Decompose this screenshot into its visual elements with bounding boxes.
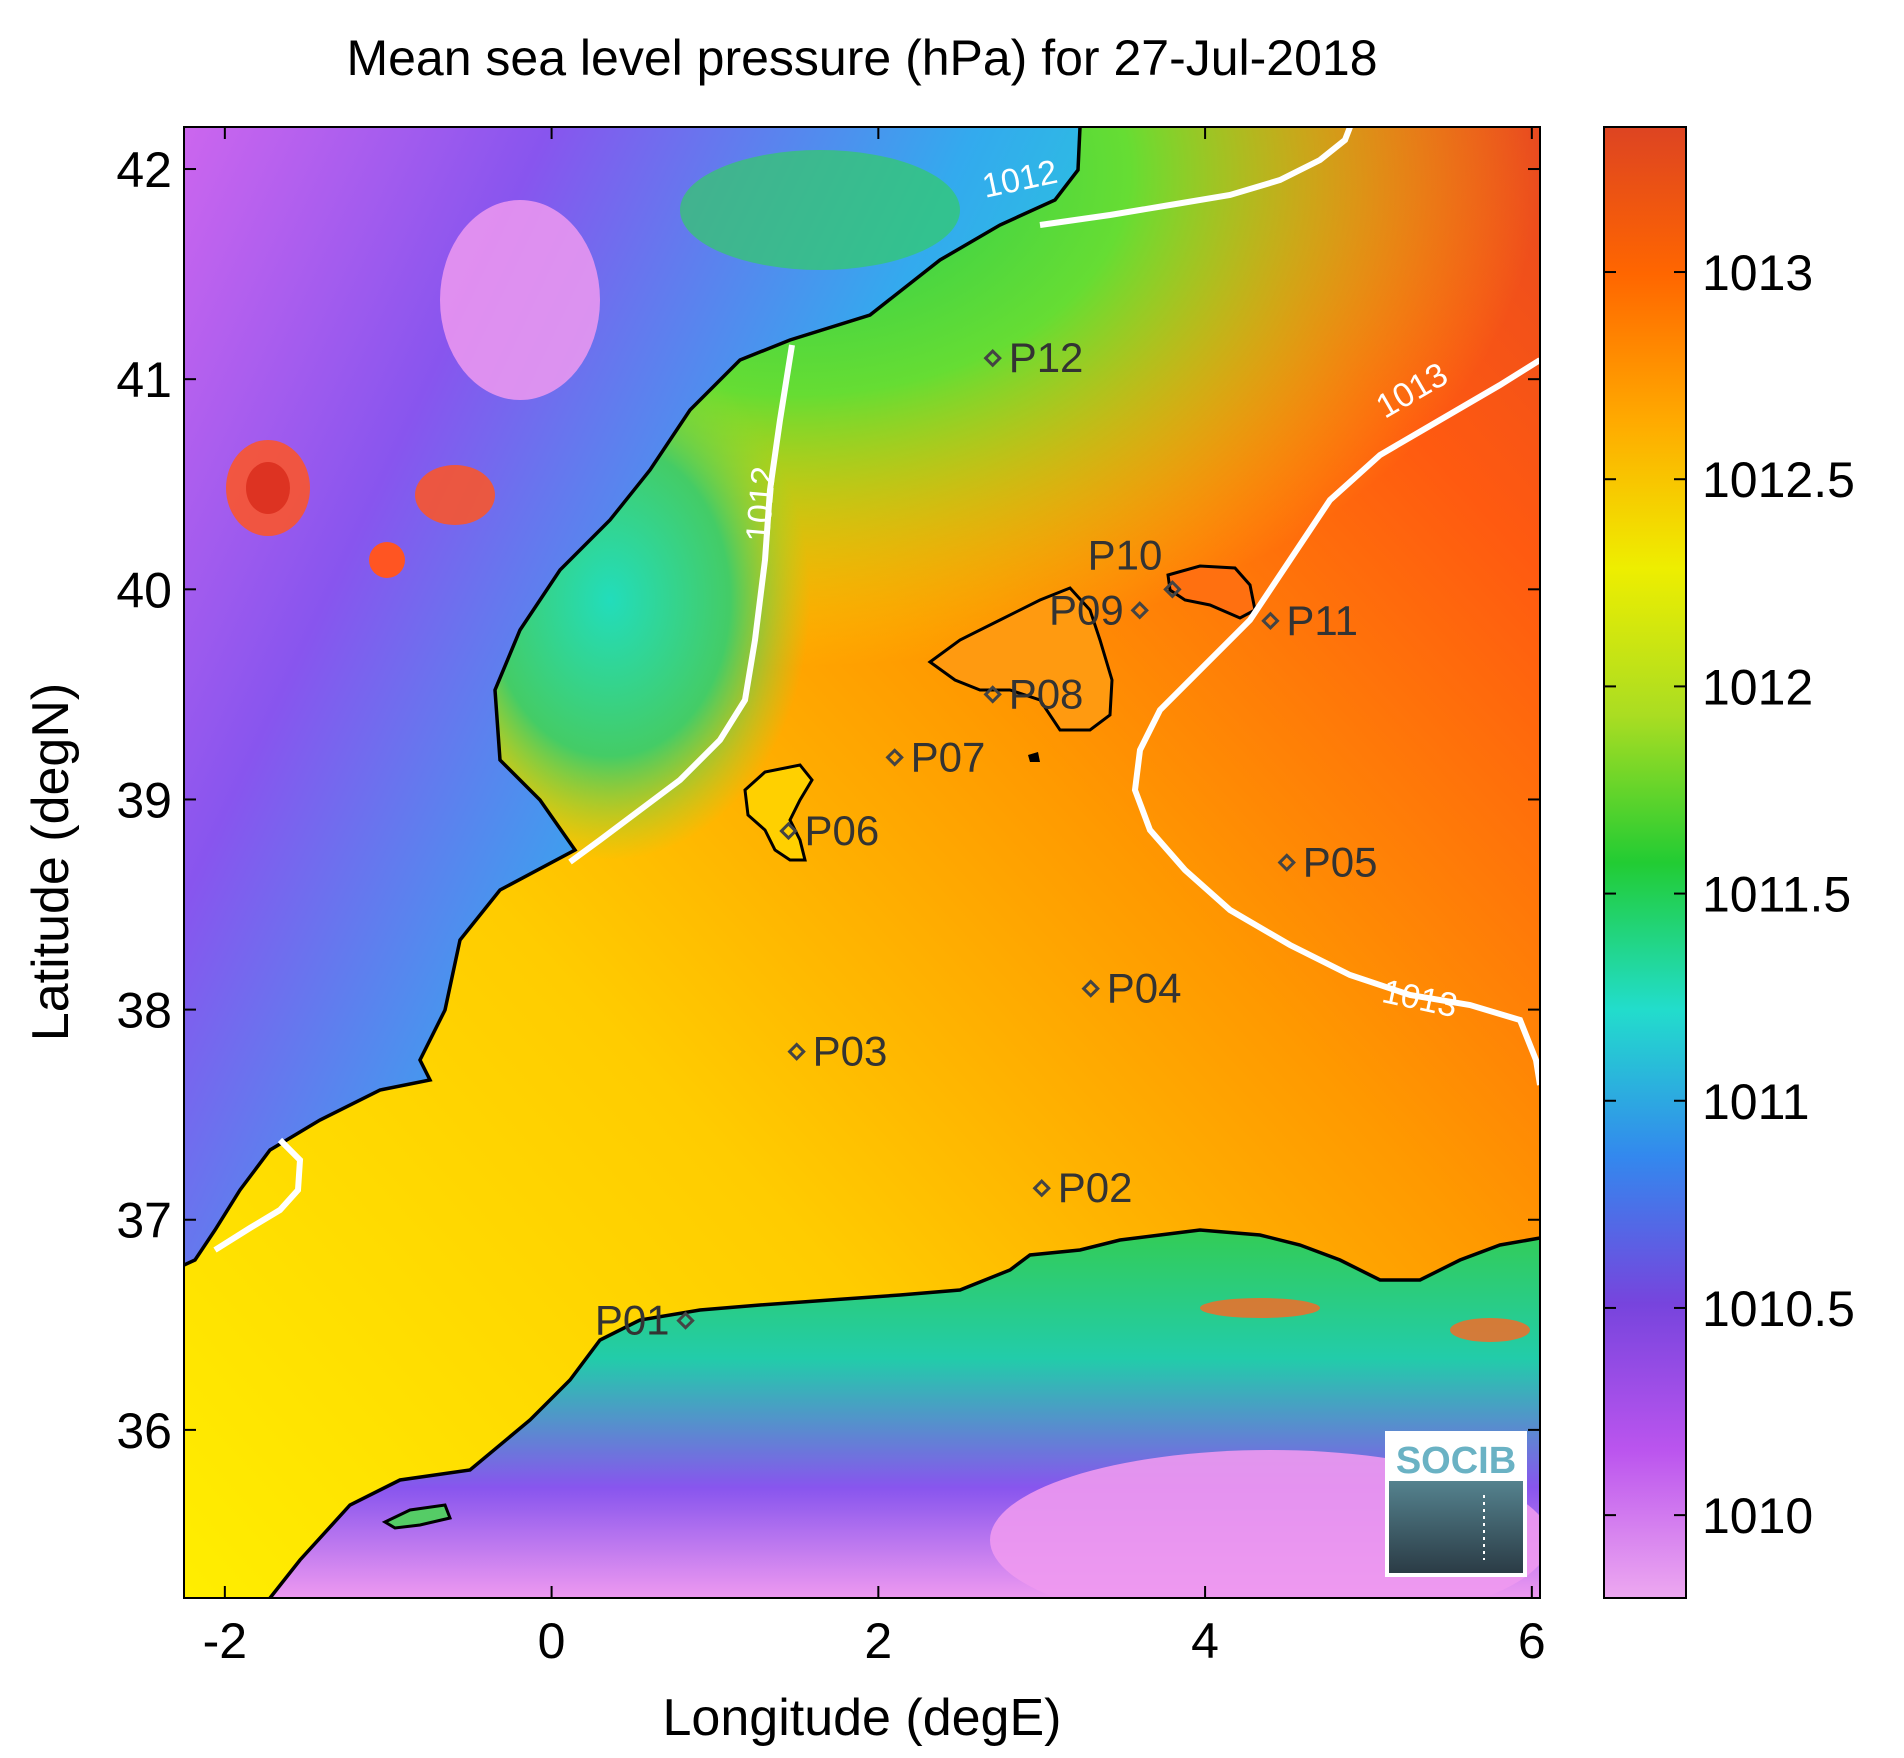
y-tick-label: 39 xyxy=(116,772,172,828)
x-tick-label: 2 xyxy=(864,1613,892,1669)
x-axis: -2 0 2 4 6 xyxy=(203,127,1546,1669)
station-marker xyxy=(983,348,1002,368)
station-marker xyxy=(1081,979,1100,998)
y-tick-label: 38 xyxy=(116,983,172,1039)
africa-coastline xyxy=(268,1228,1540,1598)
colorbar-tick-label: 1010.5 xyxy=(1702,1281,1855,1337)
y-tick-label: 37 xyxy=(116,1193,172,1249)
colorbar-tick-label: 1010 xyxy=(1702,1488,1813,1544)
x-tick-label: 4 xyxy=(1191,1613,1219,1669)
station-label: P03 xyxy=(813,1028,888,1075)
land-hotspot xyxy=(369,542,405,578)
x-tick-label: -2 xyxy=(203,1613,247,1669)
land-greenspot xyxy=(680,150,960,270)
colorbar-tick-label: 1013 xyxy=(1702,245,1813,301)
iberia-coastline xyxy=(184,127,1082,1267)
station-label: P05 xyxy=(1303,839,1378,886)
station-marker xyxy=(787,1042,806,1061)
land-hotspot xyxy=(246,462,290,514)
colorbar-tick-label: 1012 xyxy=(1702,659,1813,715)
station-marker xyxy=(1261,611,1280,631)
isobar-1013 xyxy=(1131,357,1540,1086)
x-tick-label: 0 xyxy=(538,1613,566,1669)
isobar-1012-west xyxy=(568,344,795,865)
y-tick-label: 42 xyxy=(116,142,172,198)
land-hotspot xyxy=(1200,1298,1320,1318)
station-label: P04 xyxy=(1107,965,1182,1012)
colorbar-tick-label: 1011.5 xyxy=(1702,867,1851,923)
y-tick-label: 41 xyxy=(116,352,172,408)
y-tick-label: 40 xyxy=(116,562,172,618)
station-label: P07 xyxy=(911,733,986,780)
station-marker xyxy=(983,685,1002,704)
isobar-1012-southwest xyxy=(213,1137,304,1253)
station-label: P09 xyxy=(1049,586,1124,633)
y-axis: 36 37 38 39 40 41 42 xyxy=(116,142,1540,1459)
colorbar-tick-label: 1011 xyxy=(1702,1074,1810,1130)
cabrera-island xyxy=(1028,752,1040,762)
station-marker xyxy=(885,748,904,767)
y-tick-label: 36 xyxy=(116,1403,172,1459)
menorca-island xyxy=(1166,564,1257,620)
station-label: P11 xyxy=(1286,597,1358,644)
station-points: P01 P02 P03 P04 P05 P06 P07 P08 P09 P10 P11 P12 xyxy=(595,334,1378,1343)
x-tick-label: 6 xyxy=(1518,1613,1546,1669)
iberia-land xyxy=(184,127,1080,1265)
logo-text: SOCIB xyxy=(1396,1440,1516,1482)
contour-label: 1012 xyxy=(739,465,783,544)
station-label: P01 xyxy=(595,1297,670,1344)
station-marker xyxy=(1130,601,1149,620)
chart-title: Mean sea level pressure (hPa) for 27-Jul… xyxy=(346,30,1377,86)
x-axis-label: Longitude (degE) xyxy=(663,1689,1062,1747)
station-marker xyxy=(1032,1179,1051,1198)
land-lowspot xyxy=(440,200,600,400)
colorbar-tick-label: 1012.5 xyxy=(1702,452,1855,508)
station-marker xyxy=(676,1311,695,1330)
y-axis-label: Latitude (degN) xyxy=(22,683,80,1041)
station-label: P02 xyxy=(1058,1164,1133,1211)
socib-logo: SOCIB xyxy=(1385,1431,1527,1577)
map-frame xyxy=(183,126,1541,1599)
alboran-island xyxy=(381,1503,453,1530)
colorbar-ticks: 1010 1010.5 1011 1011.5 1012 1012.5 1013 xyxy=(1604,245,1855,1544)
station-marker xyxy=(1163,580,1182,599)
station-marker xyxy=(779,821,798,841)
station-label: P08 xyxy=(1009,670,1084,717)
colorbar xyxy=(1603,126,1687,1599)
land-hotspot xyxy=(415,465,495,525)
station-label: P06 xyxy=(804,807,879,854)
logo-header xyxy=(1389,1435,1523,1481)
station-label: P10 xyxy=(1088,531,1163,578)
isobar-1012-north xyxy=(1039,127,1353,228)
station-label: P12 xyxy=(1009,334,1084,381)
ibiza-island xyxy=(743,763,814,862)
land-hotspot xyxy=(1450,1318,1530,1342)
station-marker xyxy=(1277,853,1296,872)
